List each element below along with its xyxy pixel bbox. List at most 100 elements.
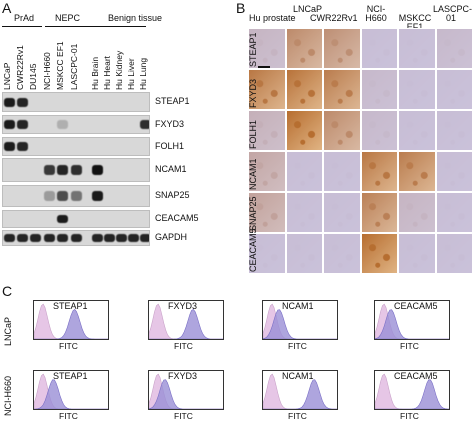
ihc-stain-overlay xyxy=(249,193,285,232)
flow-histogram-svg xyxy=(263,373,337,409)
ihc-tile-snap25-hu-prostate xyxy=(248,192,286,233)
ihc-tile-ceacam5-lascpc-01 xyxy=(435,233,473,274)
flow-xlabel-nci-h660-ceacam5: FITC xyxy=(400,411,419,421)
ihc-stain-overlay xyxy=(399,234,435,273)
band-label-gapdh: GAPDH xyxy=(155,232,188,242)
ihc-stain-overlay xyxy=(249,29,285,68)
ihc-stain-overlay xyxy=(286,193,322,232)
control-histogram xyxy=(263,373,337,409)
lane-label-hu-brain: Hu Brain xyxy=(90,56,100,90)
ihc-stain-overlay xyxy=(361,152,397,191)
flow-plot-nci-h660-ncam1 xyxy=(262,370,338,410)
ihc-stain-overlay xyxy=(324,70,360,109)
group-line-nepc xyxy=(45,26,97,27)
flow-xlabel-lncap-ceacam5: FITC xyxy=(400,341,419,351)
sample-histogram xyxy=(34,308,108,339)
lane-label-hu-kidney: Hu Kidney xyxy=(114,50,124,90)
flow-plot-lncap-ceacam5 xyxy=(374,300,450,340)
ihc-tile-fxyd3-hu-prostate xyxy=(248,69,286,110)
ihc-tile-ceacam5-cwr22rv1 xyxy=(323,233,361,274)
ihc-tile-folh1-lncap xyxy=(285,110,323,151)
flow-marker-nci-h660-ceacam5: CEACAM5 xyxy=(394,371,438,381)
flow-xlabel-lncap-ncam1: FITC xyxy=(288,341,307,351)
ihc-stain-overlay xyxy=(436,193,472,232)
ihc-stain-overlay xyxy=(399,29,435,68)
flow-histogram-svg xyxy=(34,303,108,339)
ihc-row-ncam1: NCAM1 xyxy=(248,158,258,190)
lane-label-hu-lung: Hu Lung xyxy=(138,57,148,90)
ihc-col-hu-prostate: Hu prostate xyxy=(249,13,296,23)
band-snap25-hu-brain xyxy=(91,191,103,201)
ihc-row-ceacam5: CEACAM5 xyxy=(248,228,258,272)
sample-histogram xyxy=(375,309,449,339)
ihc-col-mskcc-ef1: MSKCC EF1 xyxy=(398,13,432,32)
sample-histogram xyxy=(263,309,337,339)
ihc-stain-overlay xyxy=(249,234,285,273)
ihc-tile-ncam1-lascpc-01 xyxy=(435,151,473,192)
lane-label-lascpc-01: LASCPC-01 xyxy=(69,43,79,90)
ihc-tile-ceacam5-lncap xyxy=(285,233,323,274)
ihc-row-fxyd3: FXYD3 xyxy=(248,78,258,108)
control-histogram xyxy=(34,373,108,409)
ihc-tile-folh1-nci-h660 xyxy=(360,110,398,151)
ihc-stain-overlay xyxy=(399,111,435,150)
flow-marker-lncap-ceacam5: CEACAM5 xyxy=(394,301,438,311)
ihc-stain-overlay xyxy=(324,152,360,191)
band-gapdh-hu-heart xyxy=(103,234,115,242)
blot-ceacam5 xyxy=(2,210,150,228)
ihc-tile-fxyd3-lncap xyxy=(285,69,323,110)
ihc-tile-snap25-nci-h660 xyxy=(360,192,398,233)
sample-histogram xyxy=(34,379,108,409)
ihc-stain-overlay xyxy=(436,234,472,273)
band-gapdh-du145 xyxy=(29,234,41,242)
ihc-tile-ncam1-nci-h660 xyxy=(360,151,398,192)
band-ncam1-nci-h660 xyxy=(43,164,55,176)
ihc-tile-folh1-cwr22rv1 xyxy=(323,110,361,151)
ihc-tile-steap1-lncap xyxy=(285,28,323,69)
ihc-tile-folh1-lascpc-01 xyxy=(435,110,473,151)
ihc-stain-overlay xyxy=(399,193,435,232)
lane-label-mskcc-ef1: MSKCC EF1 xyxy=(55,41,65,90)
band-label-steap1: STEAP1 xyxy=(155,96,190,106)
ihc-tile-steap1-nci-h660 xyxy=(360,28,398,69)
flow-histogram-svg xyxy=(149,373,223,409)
band-snap25-mskcc-ef1 xyxy=(56,191,68,201)
group-line-prad xyxy=(2,26,42,27)
ihc-tile-folh1-mskcc-ef1 xyxy=(398,110,436,151)
group-label-benign: Benign tissue xyxy=(108,13,163,23)
ihc-stain-overlay xyxy=(286,29,322,68)
ihc-tile-snap25-lascpc-01 xyxy=(435,192,473,233)
flow-plot-nci-h660-fxyd3 xyxy=(148,370,224,410)
ihc-stain-overlay xyxy=(361,193,397,232)
blot-snap25 xyxy=(2,185,150,207)
ihc-tile-steap1-hu-prostate xyxy=(248,28,286,69)
ihc-tile-ncam1-hu-prostate xyxy=(248,151,286,192)
band-ncam1-mskcc-ef1 xyxy=(56,164,68,176)
ihc-stain-overlay xyxy=(361,111,397,150)
band-fxyd3-lncap xyxy=(3,120,15,129)
ihc-stain-overlay xyxy=(324,234,360,273)
blot-folh1 xyxy=(2,137,150,156)
blot-fxyd3 xyxy=(2,115,150,134)
ihc-row-snap25: SNAP25 xyxy=(248,196,258,231)
ihc-tile-steap1-cwr22rv1 xyxy=(323,28,361,69)
lane-label-cwr22rv1: CWR22Rv1 xyxy=(15,45,25,90)
ihc-stain-overlay xyxy=(249,111,285,150)
ihc-stain-overlay xyxy=(324,193,360,232)
ihc-stain-overlay xyxy=(249,152,285,191)
ihc-tile-ceacam5-mskcc-ef1 xyxy=(398,233,436,274)
flow-xlabel-lncap-fxyd3: FITC xyxy=(174,341,193,351)
ihc-col-lascpc-01: LASCPC-01 xyxy=(433,4,473,23)
blot-gapdh xyxy=(2,230,150,246)
blot-ncam1 xyxy=(2,158,150,182)
ihc-stain-overlay xyxy=(361,234,397,273)
band-fxyd3-cwr22rv1 xyxy=(16,120,28,129)
ihc-stain-overlay xyxy=(436,70,472,109)
ihc-stain-overlay xyxy=(324,29,360,68)
band-label-snap25: SNAP25 xyxy=(155,190,190,200)
flow-marker-lncap-ncam1: NCAM1 xyxy=(282,301,314,311)
flow-plot-lncap-fxyd3 xyxy=(148,300,224,340)
control-histogram xyxy=(34,303,108,339)
ihc-tile-snap25-cwr22rv1 xyxy=(323,192,361,233)
ihc-tile-ceacam5-hu-prostate xyxy=(248,233,286,274)
